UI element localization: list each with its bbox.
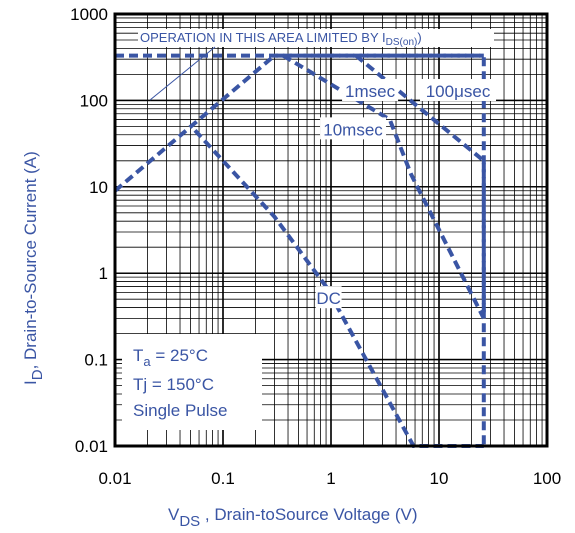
curve-label-bg bbox=[320, 117, 387, 140]
y-tick-labels: 0.01 0.1 1 10 100 1000 bbox=[70, 5, 108, 456]
y-tick-label: 100 bbox=[80, 91, 108, 110]
limit-label-background bbox=[138, 29, 494, 47]
curve-label: 10msec bbox=[323, 120, 383, 139]
curve-label-bg bbox=[342, 79, 399, 102]
info-junction-temp: Tj = 150°C bbox=[133, 375, 214, 394]
series-line-1msec bbox=[354, 54, 486, 319]
limit-label-sub: DS(on) bbox=[386, 37, 418, 48]
x-axis-title-main: V bbox=[168, 505, 180, 524]
x-axis-title-sub: DS bbox=[179, 513, 200, 530]
limit-leader-line bbox=[149, 46, 216, 101]
x-axis-title-rest: , Drain-toSource Voltage (V) bbox=[200, 505, 417, 524]
x-tick-label: 100 bbox=[533, 469, 561, 488]
y-tick-label: 1 bbox=[99, 264, 108, 283]
info-single-pulse: Single Pulse bbox=[133, 401, 228, 420]
limit-label: OPERATION IN THIS AREA LIMITED BY IDS(on… bbox=[140, 30, 422, 48]
y-axis-title-sub: D bbox=[29, 369, 46, 380]
y-tick-label: 1000 bbox=[70, 5, 108, 24]
info-ambient-temp: Ta = 25°C bbox=[133, 346, 208, 369]
limit-label-prefix: I bbox=[382, 30, 386, 45]
curve-labels: 1msec 100μsec 10msec DC bbox=[315, 79, 497, 309]
series-line-10msec bbox=[282, 53, 486, 320]
x-tick-label: 0.01 bbox=[98, 469, 131, 488]
series-line-100sec bbox=[113, 53, 486, 446]
x-axis-title: VDS , Drain-toSource Voltage (V) bbox=[168, 505, 418, 530]
y-tick-label: 10 bbox=[89, 178, 108, 197]
y-axis-title-main: I bbox=[21, 380, 40, 385]
curve-label: 1msec bbox=[345, 82, 396, 101]
limit-label-tail: ) bbox=[417, 30, 421, 45]
info-box bbox=[122, 334, 262, 430]
y-tick-label: 0.1 bbox=[84, 351, 108, 370]
plot-frame bbox=[113, 12, 549, 448]
curve-label-bg bbox=[315, 286, 342, 309]
info-t-sub: a bbox=[143, 354, 151, 369]
info-t: T bbox=[133, 346, 143, 365]
y-axis-title: ID, Drain-to-Source Current (A) bbox=[21, 151, 46, 385]
info-t-rest: = 25°C bbox=[151, 346, 208, 365]
y-axis-title-rest: , Drain-to-Source Current (A) bbox=[21, 151, 40, 369]
y-tick-label: 0.01 bbox=[75, 437, 108, 456]
curve-label: 100μsec bbox=[426, 82, 491, 101]
limit-label-text: OPERATION IN THIS AREA LIMITED BY bbox=[140, 30, 379, 45]
curve-label: DC bbox=[316, 289, 341, 308]
x-tick-label: 1 bbox=[326, 469, 335, 488]
x-tick-label: 0.1 bbox=[211, 469, 235, 488]
curve-label-bg bbox=[420, 79, 497, 102]
x-tick-label: 10 bbox=[430, 469, 449, 488]
x-tick-labels: 0.01 0.1 1 10 100 bbox=[98, 469, 561, 488]
